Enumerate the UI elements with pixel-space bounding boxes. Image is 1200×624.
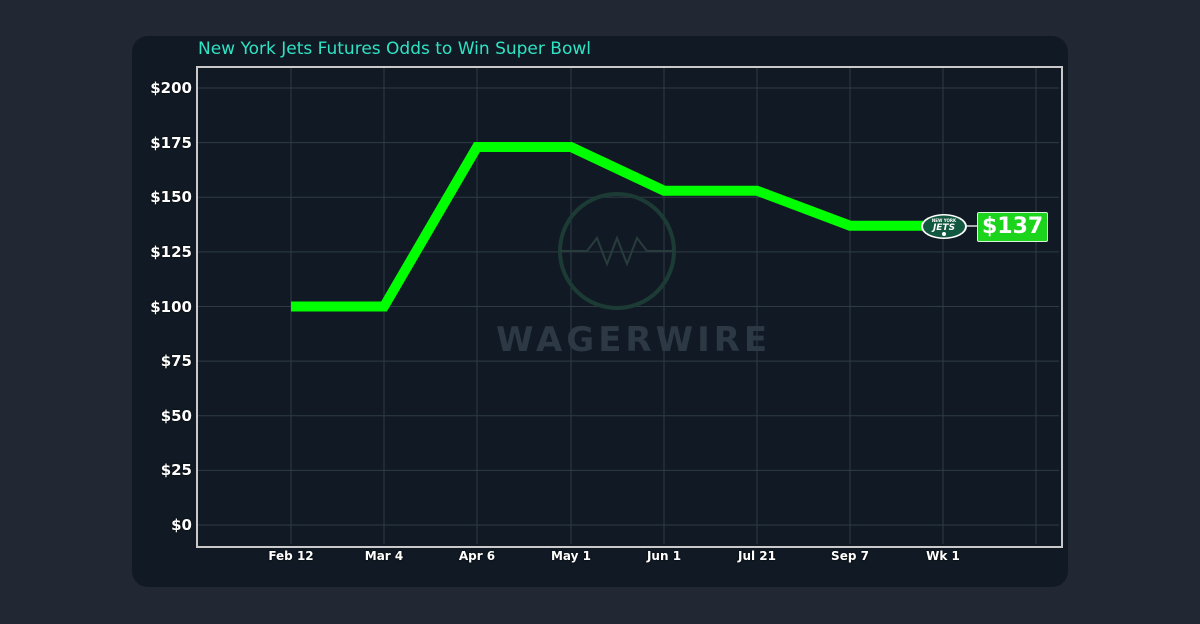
x-tick-label: Sep 7 <box>831 549 869 563</box>
svg-text:NEW YORK: NEW YORK <box>932 218 957 223</box>
x-tick-label: Jul 21 <box>738 549 776 563</box>
y-tick-label: $150 <box>150 188 192 207</box>
odds-line <box>291 142 925 312</box>
x-tick-label: Wk 1 <box>926 549 960 563</box>
y-tick-label: $175 <box>150 133 192 152</box>
y-tick-label: $125 <box>150 242 192 261</box>
y-tick-label: $100 <box>150 297 192 316</box>
x-tick-label: Jun 1 <box>646 549 682 563</box>
svg-text:JETS: JETS <box>931 223 955 233</box>
y-tick-label: $75 <box>160 352 192 371</box>
y-tick-label: $200 <box>150 79 192 97</box>
wagerwire-logo-icon <box>558 192 676 310</box>
x-tick-label: Apr 6 <box>458 549 496 563</box>
chart-title: New York Jets Futures Odds to Win Super … <box>198 39 591 59</box>
jets-logo-icon: NEW YORK JETS <box>921 214 967 239</box>
current-odds-badge: $137 <box>977 212 1049 242</box>
y-tick-label: $50 <box>160 406 192 425</box>
x-tick-label: Feb 12 <box>268 549 314 563</box>
x-tick-label: May 1 <box>550 549 592 563</box>
y-tick-label: $25 <box>160 461 192 480</box>
x-tick-label: Mar 4 <box>364 549 404 563</box>
watermark: WAGERWIRE <box>496 320 772 360</box>
y-tick-label: $0 <box>171 516 192 534</box>
